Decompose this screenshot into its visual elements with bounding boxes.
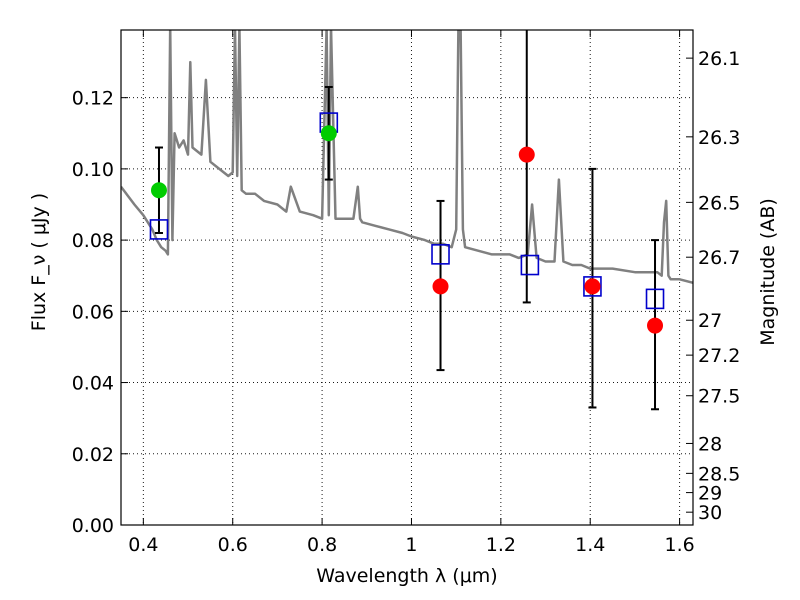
x-tick-label: 1.6	[664, 534, 694, 556]
plot-frame	[120, 29, 694, 526]
y-axis-label: Flux F_ν ( μJy )	[28, 193, 50, 331]
y-tick-label: 0.12	[72, 88, 114, 110]
right-tick-label: 26.5	[698, 192, 740, 214]
x-tick-label: 1.4	[575, 534, 605, 556]
flux-point-marker	[150, 182, 167, 199]
x-tick-label: 0.6	[218, 534, 248, 556]
marker-layer	[149, 112, 665, 334]
axis-ticks: 0.4 0.6 0.8 1 1.2 1.4 1.6 0.00 0.02 0.04 0.06 0.08 0…	[72, 30, 740, 556]
model-square-marker	[583, 276, 602, 297]
flux-point-marker	[518, 146, 535, 163]
model-square-marker	[149, 219, 169, 240]
y-tick-label: 0.04	[72, 373, 114, 395]
y-tick-label: 0.10	[72, 159, 114, 181]
y-tick-label: 0.08	[72, 230, 114, 252]
flux-point-marker	[320, 125, 337, 142]
right-tick-label: 29	[698, 483, 722, 505]
model-square-marker	[520, 254, 540, 276]
model-square-marker	[645, 288, 665, 310]
spectrum-line	[121, 30, 693, 285]
y-tick-label: 0.06	[72, 301, 114, 323]
model-square-marker	[431, 244, 450, 265]
right-tick-label: 27	[698, 310, 722, 332]
right-tick-label: 26.7	[698, 247, 740, 269]
flux-point-marker	[432, 278, 449, 295]
right-tick-label: 26.3	[698, 127, 740, 149]
right-tick-label: 30	[698, 502, 722, 524]
right-tick-label: 27.5	[698, 386, 740, 408]
right-tick-label: 26.1	[698, 48, 740, 70]
right-tick-label: 28	[698, 433, 722, 455]
x-tick-label: 1.2	[486, 534, 516, 556]
data-layer	[121, 30, 693, 285]
x-tick-label: 0.8	[307, 534, 337, 556]
y-tick-label: 0.02	[72, 444, 114, 466]
right-tick-label: 28.5	[698, 463, 740, 485]
flux-point-marker	[584, 278, 601, 295]
y-axis-right-label: Magnitude (AB)	[757, 198, 779, 346]
x-axis-label: Wavelength λ (μm)	[316, 565, 497, 587]
flux-point-marker	[647, 317, 664, 334]
y-tick-label: 0.00	[72, 515, 114, 537]
x-tick-label: 0.4	[128, 534, 158, 556]
right-tick-label: 27.2	[698, 345, 740, 367]
x-tick-label: 1	[405, 534, 417, 556]
